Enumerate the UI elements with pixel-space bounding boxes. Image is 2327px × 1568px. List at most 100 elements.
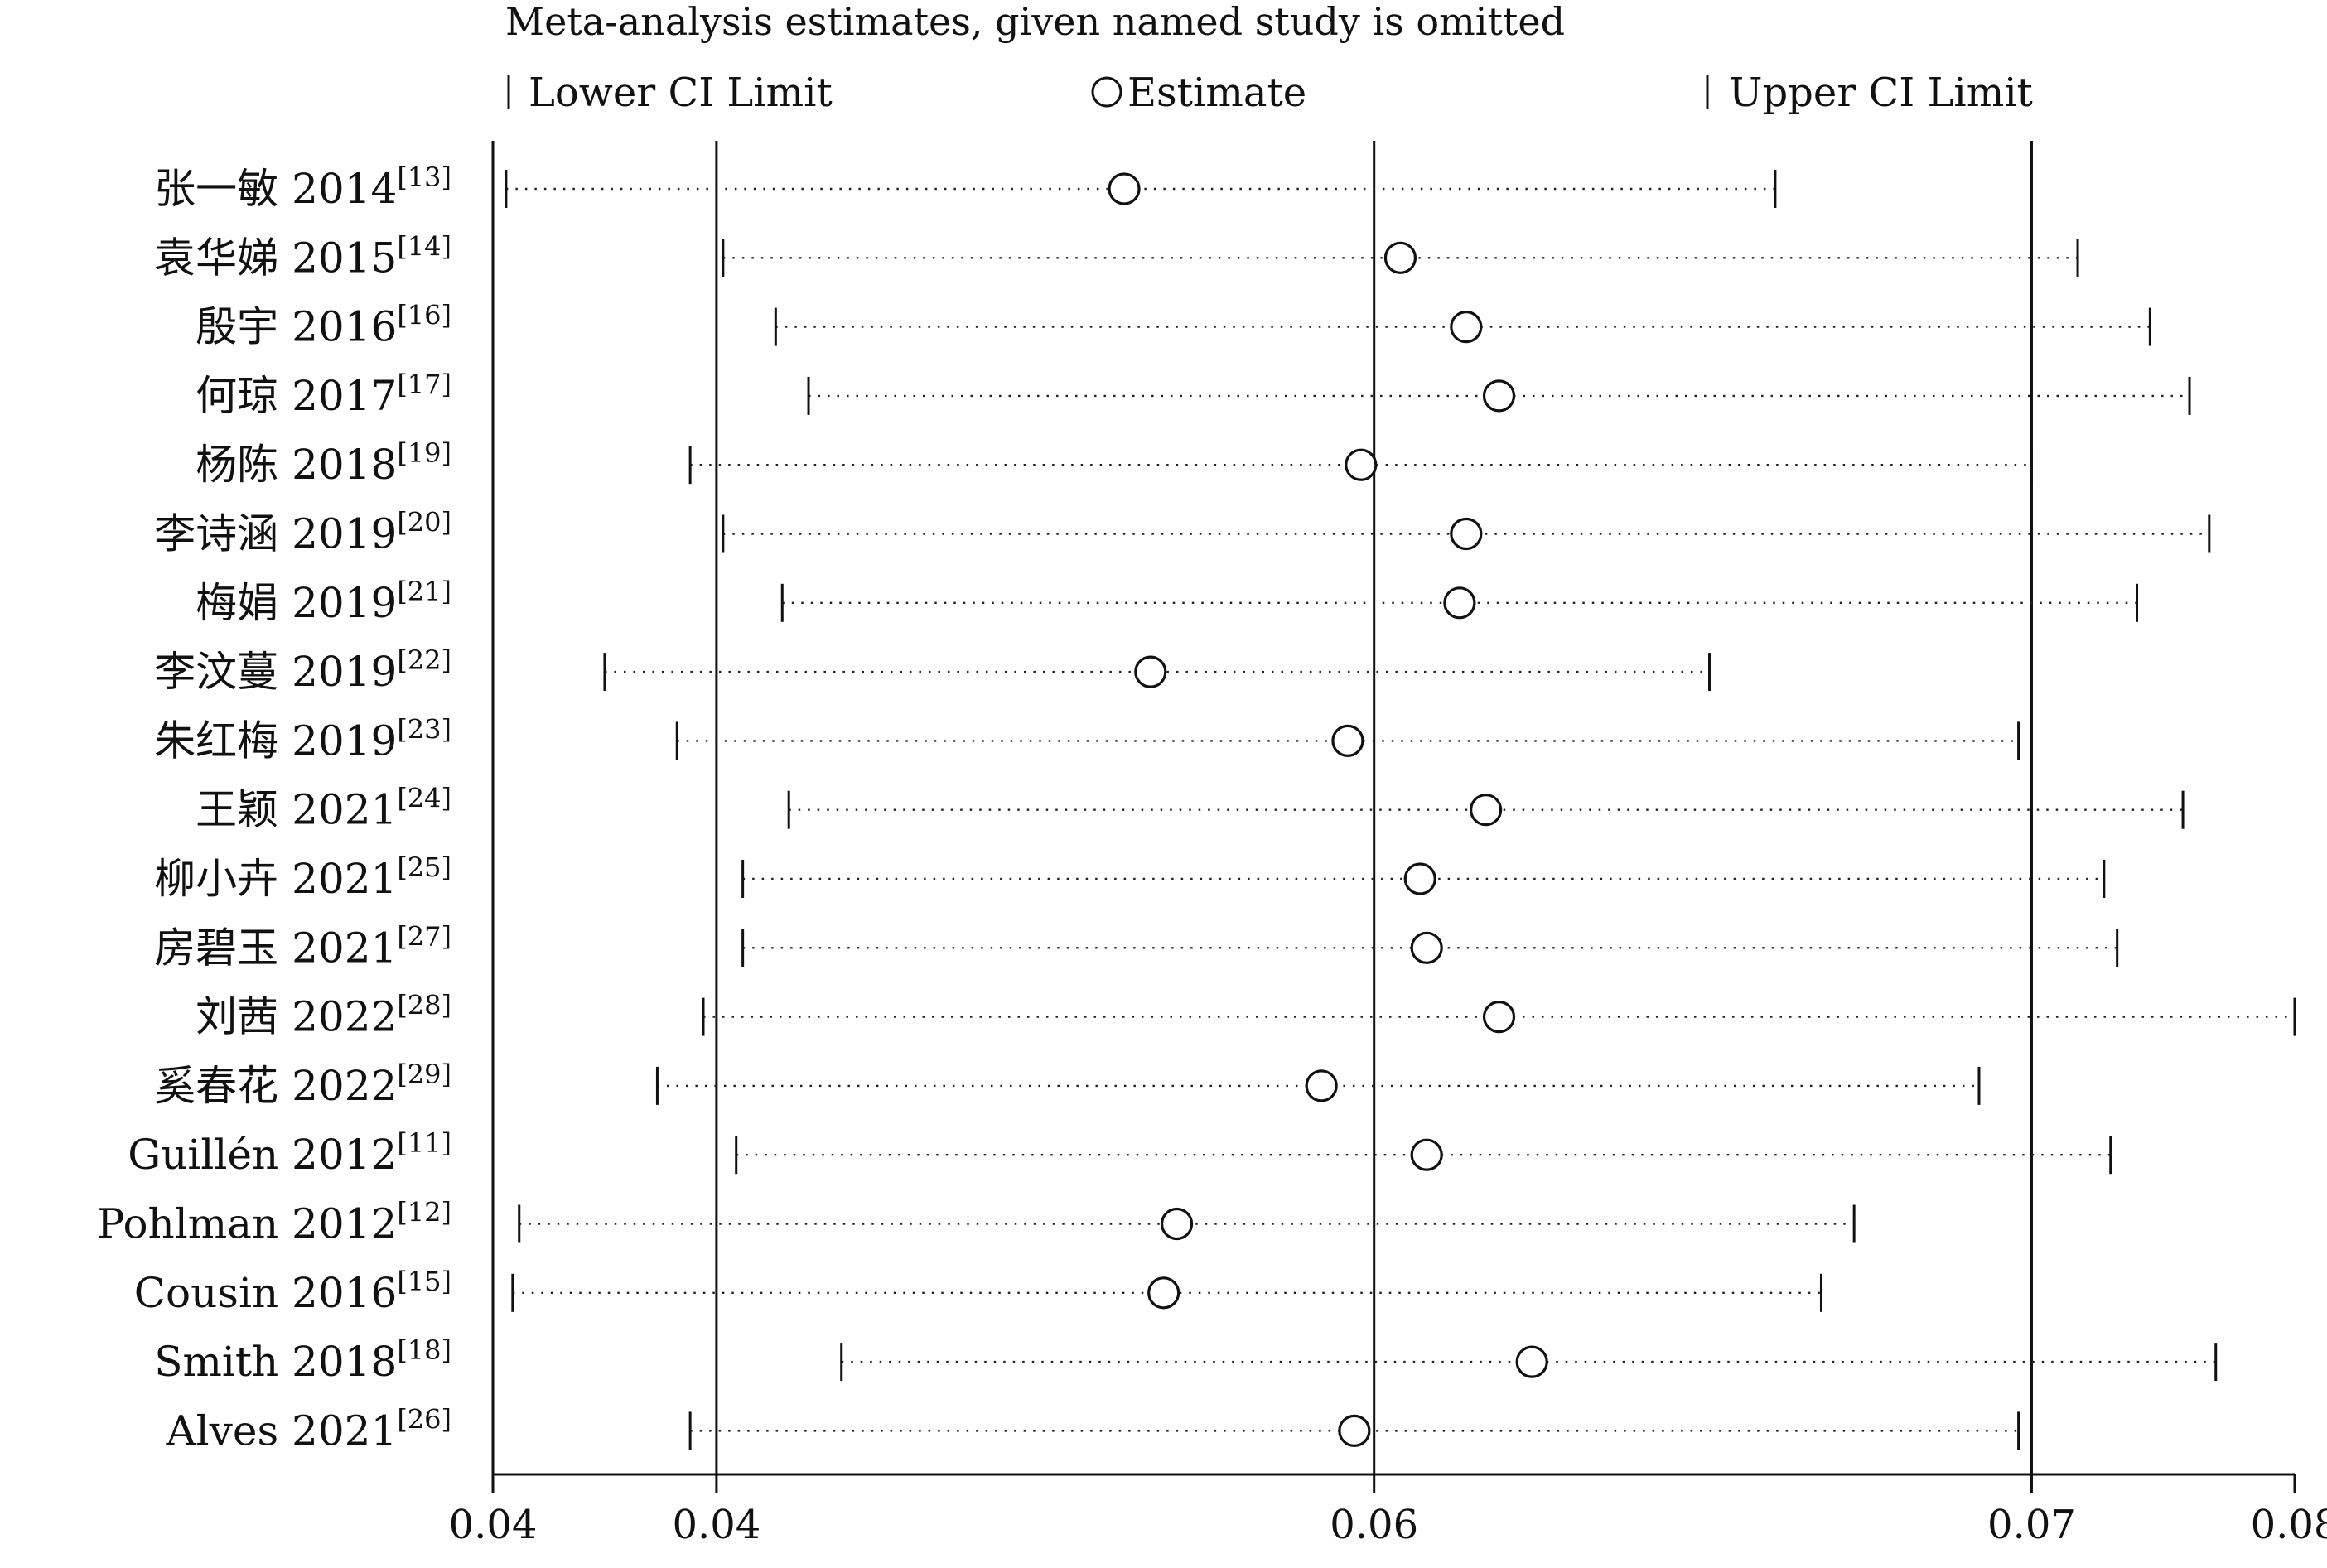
study-reference: [26] — [397, 1403, 451, 1435]
plot-area — [491, 141, 2033, 1474]
study-reference: [24] — [397, 783, 451, 814]
study-row: 殷宇 2016[16] — [196, 300, 2151, 351]
x-tick-label: 0.04 — [449, 1502, 538, 1548]
study-reference: [17] — [397, 369, 451, 400]
estimate-marker — [1450, 517, 1483, 551]
study-label: 柳小卉 2021[25] — [154, 852, 451, 903]
study-name: 杨陈 2018 — [196, 441, 397, 489]
study-reference: [18] — [397, 1334, 451, 1366]
study-row: 李汶蔓 2019[22] — [154, 644, 1711, 696]
study-label: 何琼 2017[17] — [196, 369, 451, 420]
study-row: 梅娟 2019[21] — [196, 576, 2138, 627]
study-row: 王颖 2021[24] — [196, 783, 2185, 834]
estimate-marker — [1410, 931, 1443, 964]
study-reference: [22] — [397, 644, 451, 676]
chart-header: Meta-analysis estimates, given named stu… — [505, 0, 2033, 116]
study-label: 朱红梅 2019[23] — [154, 713, 451, 765]
study-reference: [14] — [397, 230, 451, 262]
study-reference: [13] — [397, 162, 451, 193]
study-name: 朱红梅 2019 — [154, 716, 397, 765]
study-label: 刘茜 2022[28] — [196, 990, 451, 1041]
estimate-marker — [1345, 448, 1378, 481]
study-row: 奚春花 2022[29] — [154, 1059, 1981, 1110]
estimate-marker — [1482, 1000, 1516, 1034]
study-label: Alves 2021[26] — [166, 1403, 451, 1455]
legend-upper-ci-label: Upper CI Limit — [1729, 70, 2033, 116]
study-row: 张一敏 2014[13] — [154, 162, 1777, 213]
study-name: 奚春花 2022 — [154, 1062, 397, 1110]
study-name: 王颖 2021 — [196, 786, 397, 834]
study-row: 柳小卉 2021[25] — [154, 852, 2106, 903]
study-row: Guillén 2012[11] — [128, 1127, 2112, 1179]
study-reference: [19] — [397, 437, 451, 469]
study-label: Smith 2018[18] — [154, 1334, 451, 1386]
estimate-marker — [1482, 379, 1516, 413]
study-name: 殷宇 2016 — [196, 303, 397, 351]
estimate-marker — [1338, 1414, 1371, 1448]
estimate-marker — [1515, 1345, 1548, 1378]
study-name: 柳小卉 2021 — [154, 855, 397, 903]
study-label: 奚春花 2022[29] — [154, 1059, 451, 1110]
estimate-marker — [1147, 1276, 1180, 1310]
x-tick-label: 0.04 — [672, 1502, 760, 1548]
study-reference: [16] — [397, 300, 451, 331]
estimate-marker — [1305, 1069, 1338, 1102]
study-name: 袁华娣 2015 — [154, 234, 397, 282]
x-tick-label: 0.08 — [2251, 1502, 2327, 1548]
estimate-marker — [1443, 586, 1476, 620]
estimate-marker — [1470, 794, 1503, 827]
study-label: 李汶蔓 2019[22] — [154, 644, 451, 696]
study-row: Smith 2018[18] — [154, 1334, 2218, 1386]
study-label: 袁华娣 2015[14] — [154, 230, 451, 282]
study-reference: [25] — [397, 852, 451, 883]
study-row: 朱红梅 2019[23] — [154, 713, 2020, 765]
x-tick-label: 0.07 — [1987, 1502, 2076, 1548]
x-tick-label: 0.06 — [1330, 1502, 1418, 1548]
study-reference: [21] — [397, 576, 451, 607]
study-name: 何琼 2017 — [196, 372, 397, 420]
study-reference: [12] — [397, 1197, 451, 1228]
study-reference: [29] — [397, 1059, 451, 1090]
estimate-marker — [1160, 1207, 1194, 1241]
study-row: Pohlman 2012[12] — [97, 1197, 1856, 1248]
study-reference: [15] — [397, 1266, 451, 1297]
chart-title: Meta-analysis estimates, given named stu… — [505, 0, 1565, 44]
study-name: 刘茜 2022 — [196, 993, 397, 1041]
estimate-marker — [1331, 724, 1364, 758]
study-row: 刘茜 2022[28] — [196, 990, 2296, 1041]
x-axis: 0.04 0.04 0.06 0.07 0.08 — [449, 1473, 2327, 1548]
study-label: 杨陈 2018[19] — [196, 437, 451, 489]
study-name: 李诗涵 2019 — [154, 510, 397, 558]
study-row: 杨陈 2018[19] — [196, 437, 2033, 489]
study-label: 张一敏 2014[13] — [154, 162, 451, 213]
study-reference: [20] — [397, 507, 451, 538]
study-name: Pohlman 2012 — [97, 1200, 397, 1248]
estimate-marker — [1410, 1138, 1443, 1171]
study-row: 何琼 2017[17] — [196, 369, 2191, 420]
study-label: Guillén 2012[11] — [128, 1127, 451, 1179]
study-name: Alves 2021 — [166, 1406, 398, 1455]
study-reference: [23] — [397, 713, 451, 745]
study-row: 房碧玉 2021[27] — [154, 920, 2119, 972]
study-label: Cousin 2016[15] — [134, 1266, 451, 1317]
estimate-marker — [1134, 655, 1167, 688]
study-name: 李汶蔓 2019 — [154, 648, 397, 696]
study-row: 袁华娣 2015[14] — [154, 230, 2079, 282]
study-rows: 张一敏 2014[13] 袁华娣 2015[14] 殷宇 2016[16] 何琼 20… — [97, 162, 2296, 1455]
study-row: Alves 2021[26] — [166, 1403, 2020, 1455]
study-row: 李诗涵 2019[20] — [154, 507, 2211, 558]
study-name: Cousin 2016 — [134, 1269, 398, 1317]
study-reference: [11] — [397, 1127, 451, 1159]
study-label: Pohlman 2012[12] — [97, 1197, 451, 1248]
legend-lower-ci-label: Lower CI Limit — [529, 70, 833, 116]
study-reference: [28] — [397, 990, 451, 1021]
estimate-marker — [1403, 862, 1436, 895]
study-label: 梅娟 2019[21] — [196, 576, 451, 627]
study-label: 殷宇 2016[16] — [196, 300, 451, 351]
study-name: Smith 2018 — [154, 1338, 397, 1386]
study-label: 房碧玉 2021[27] — [154, 920, 451, 972]
study-label: 李诗涵 2019[20] — [154, 507, 451, 558]
estimate-marker — [1108, 172, 1141, 205]
study-name: 房碧玉 2021 — [154, 924, 397, 972]
